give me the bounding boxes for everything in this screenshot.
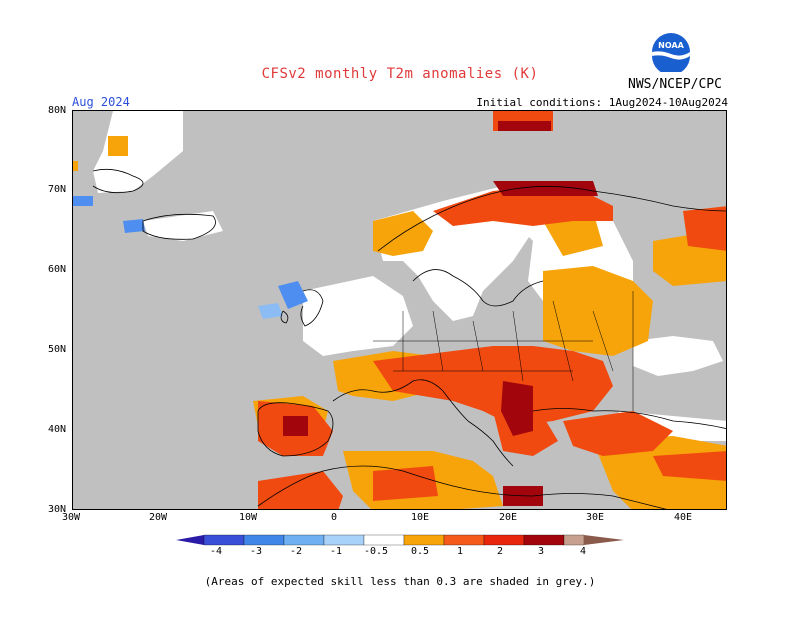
lat-label: 80N [48, 105, 67, 116]
country-borders [373, 291, 634, 411]
lat-label: 60N [48, 264, 67, 275]
colorbar-label: -4 [209, 546, 223, 557]
noaa-logo: NOAA [652, 33, 690, 72]
colorbar-label: -1 [329, 546, 343, 557]
skill-footnote: (Areas of expected skill less than 0.3 a… [204, 575, 596, 588]
colorbar-label: -0.5 [363, 546, 389, 557]
colorbar-arrow-right [584, 535, 624, 545]
coastlines [92, 168, 726, 509]
lat-label: 30N [48, 504, 67, 515]
colorbar-arrow-left [176, 535, 204, 545]
lon-label: 20E [499, 512, 518, 523]
map-canvas [73, 111, 726, 509]
initial-conditions: Initial conditions: 1Aug2024-10Aug2024 [476, 96, 728, 109]
anomaly-1-2 [258, 111, 726, 509]
forecast-month: Aug 2024 [72, 95, 130, 109]
lat-label: 50N [48, 344, 67, 355]
colorbar-label: -3 [249, 546, 263, 557]
lon-label: 20W [149, 512, 168, 523]
agency-credit: NWS/NCEP/CPC [628, 77, 722, 92]
lon-label: 0 [331, 512, 338, 523]
colorbar-label: -2 [289, 546, 303, 557]
colorbar-label: 4 [579, 546, 587, 557]
lon-label: 10W [239, 512, 258, 523]
anomaly-map [72, 110, 727, 510]
colorbar-label: 2 [496, 546, 504, 557]
logo-text: NOAA [658, 41, 684, 50]
colorbar [176, 534, 624, 546]
lon-label: 30W [62, 512, 81, 523]
lon-label: 40E [674, 512, 693, 523]
colorbar-label: 1 [456, 546, 464, 557]
lon-label: 10E [411, 512, 430, 523]
lon-label: 30E [586, 512, 605, 523]
colorbar-label: 0.5 [410, 546, 430, 557]
map-title: CFSv2 monthly T2m anomalies (K) [261, 66, 539, 82]
colorbar-label: 3 [537, 546, 545, 557]
lat-label: 70N [48, 184, 67, 195]
lat-label: 40N [48, 424, 67, 435]
cold-anomalies [73, 196, 308, 319]
